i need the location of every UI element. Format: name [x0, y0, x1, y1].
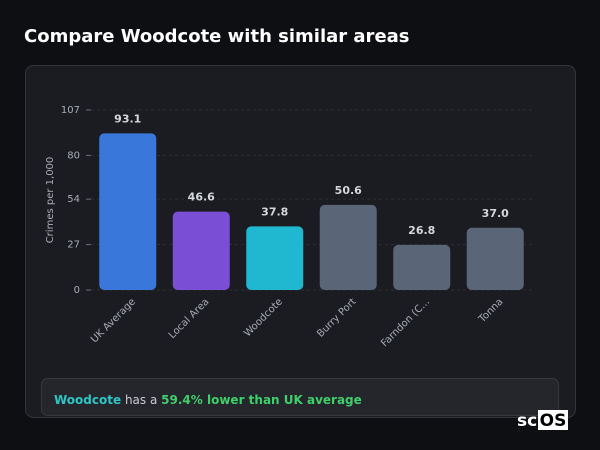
y-tick-label: 54 [67, 194, 80, 205]
y-tick-label: 27 [67, 240, 80, 251]
bar [393, 244, 451, 290]
y-tick-label: 0 [74, 285, 80, 296]
summary-box [41, 378, 559, 416]
y-tick-label: 107 [61, 105, 80, 116]
bar [246, 226, 304, 290]
value-label: 37.8 [261, 205, 288, 218]
bar [466, 227, 524, 290]
summary-text: has a [125, 393, 157, 407]
value-label: 93.1 [114, 112, 141, 125]
logo-prefix: sc [517, 411, 537, 431]
logo-boxed: OS [540, 411, 567, 431]
logo-box [538, 410, 568, 430]
page-title: Compare Woodcote with similar areas [24, 26, 410, 47]
value-label: 46.6 [188, 191, 215, 204]
summary-highlight: 59.4% lower than UK average [161, 393, 362, 407]
bar [172, 211, 230, 290]
value-label: 26.8 [408, 224, 435, 237]
summary: Woodcote has a 59.4% lower than UK avera… [54, 393, 362, 407]
y-axis-label: Crimes per 1,000 [45, 157, 56, 244]
bar [99, 133, 157, 290]
y-tick-label: 80 [67, 150, 80, 161]
value-label: 50.6 [335, 184, 362, 197]
value-label: 37.0 [482, 207, 509, 220]
summary-area: Woodcote [54, 393, 121, 407]
logo: sc OS [517, 410, 568, 431]
bar [319, 204, 377, 290]
